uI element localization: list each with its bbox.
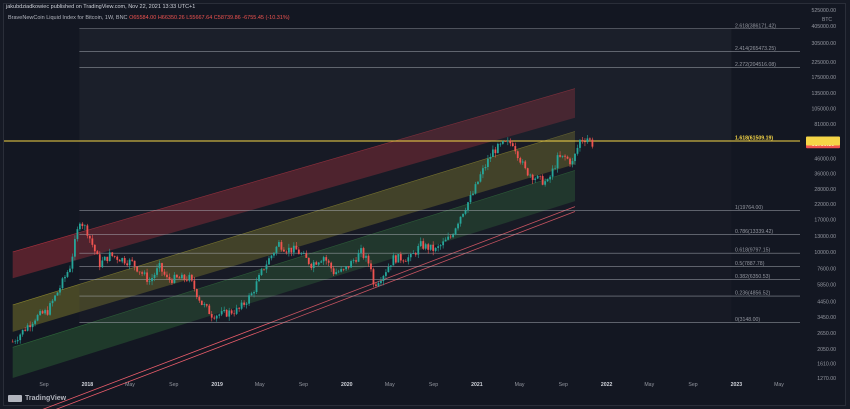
tradingview-logo[interactable]: TradingView	[8, 395, 66, 402]
close-value: C58739.86	[213, 15, 241, 21]
change-value: -6755.45 (-10.31%)	[242, 15, 290, 21]
symbol-legend[interactable]: BraveNewCoin Liquid Index for Bitcoin, 1…	[8, 15, 290, 21]
symbol-name[interactable]: BraveNewCoin Liquid Index for Bitcoin, 1…	[8, 15, 128, 21]
brand-name: TradingView	[25, 395, 67, 402]
publisher-line: jakubdziadkowiec published on TradingVie…	[6, 4, 196, 10]
high-value: H66350.26	[157, 15, 185, 21]
open-value: O65584.00	[129, 15, 157, 21]
low-value: L55667.64	[186, 15, 213, 21]
tradingview-logo-icon	[8, 395, 22, 402]
chart-frame	[3, 3, 846, 406]
